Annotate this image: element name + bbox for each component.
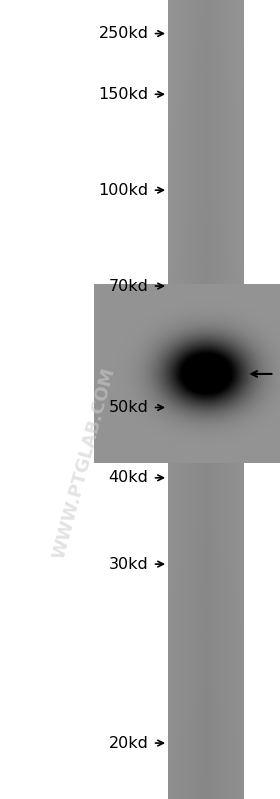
Text: 20kd: 20kd <box>109 736 148 750</box>
Text: 250kd: 250kd <box>98 26 148 41</box>
Text: 100kd: 100kd <box>98 183 148 197</box>
Text: WWW.PTGLAB.COM: WWW.PTGLAB.COM <box>50 366 118 561</box>
Text: 30kd: 30kd <box>109 557 148 571</box>
Text: 150kd: 150kd <box>98 87 148 101</box>
Text: 70kd: 70kd <box>109 279 148 293</box>
Text: 50kd: 50kd <box>109 400 148 415</box>
Text: 40kd: 40kd <box>109 471 148 485</box>
